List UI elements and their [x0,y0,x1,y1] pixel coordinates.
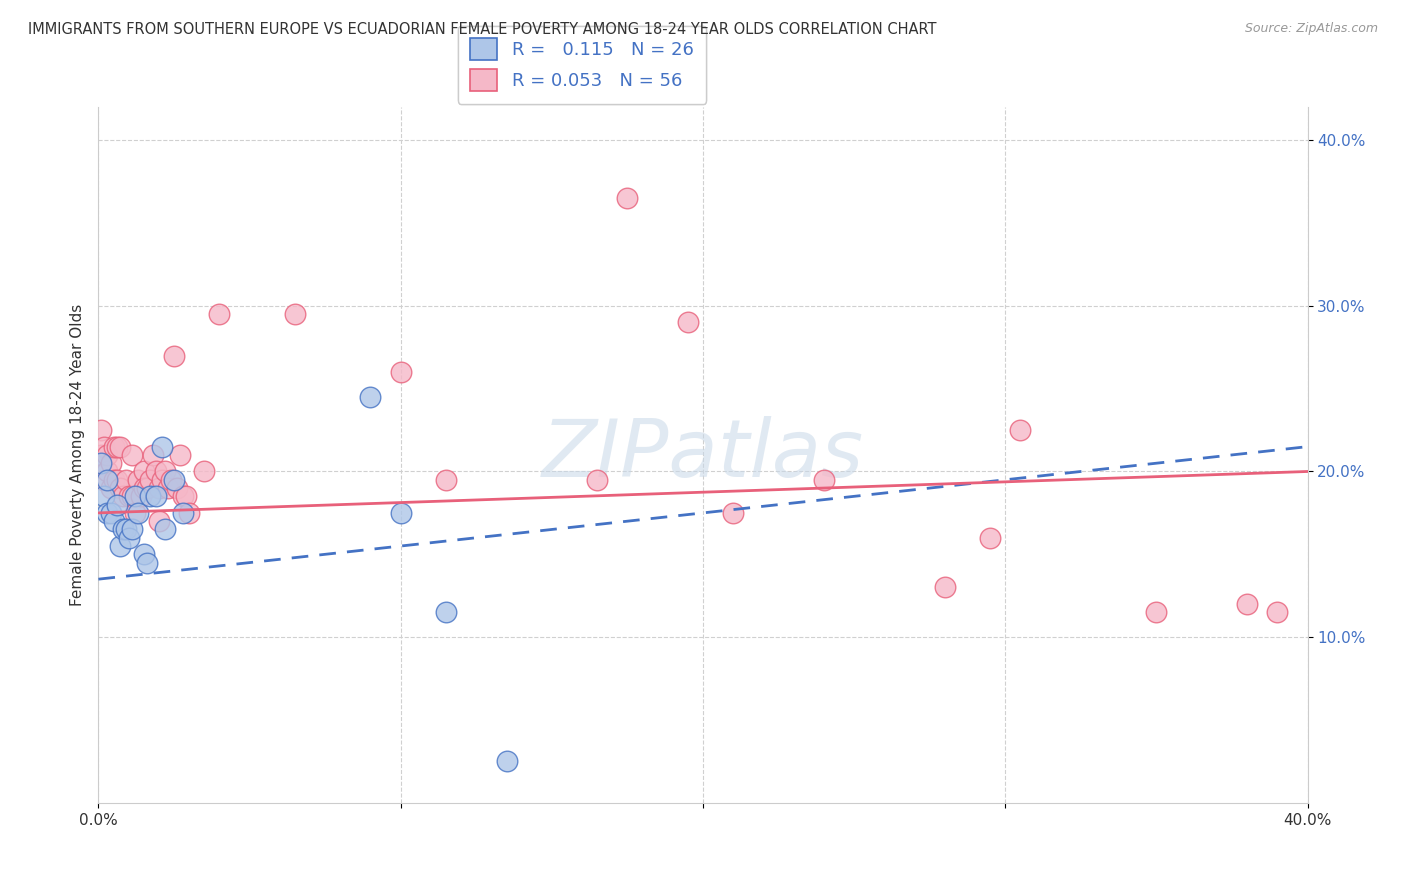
Point [360,390,382,404]
Point [1144,605,1167,619]
Point [169,448,191,462]
Point [135,556,157,570]
Point [96,506,118,520]
Text: Source: ZipAtlas.com: Source: ZipAtlas.com [1244,22,1378,36]
Point [108,481,131,495]
Point [93,489,115,503]
Point [434,473,457,487]
Point [179,506,201,520]
Point [93,473,115,487]
Point [118,531,141,545]
Point [96,465,118,479]
Point [148,514,170,528]
Point [132,547,155,561]
Point [434,605,457,619]
Point [100,481,122,495]
Point [676,315,699,329]
Point [121,523,143,537]
Point [139,473,162,487]
Point [616,191,638,205]
Text: ZIPatlas: ZIPatlas [541,416,865,494]
Point [111,523,134,537]
Point [127,506,149,520]
Point [118,489,141,503]
Point [139,489,162,503]
Point [96,473,118,487]
Point [979,531,1001,545]
Point [813,473,835,487]
Point [166,481,188,495]
Point [124,506,146,520]
Point [90,448,112,462]
Point [150,440,173,454]
Point [153,523,176,537]
Point [100,506,122,520]
Point [1236,597,1258,611]
Point [93,440,115,454]
Point [132,481,155,495]
Point [156,481,179,495]
Point [103,514,125,528]
Point [100,456,122,470]
Point [163,349,186,363]
Point [105,473,128,487]
Point [1267,605,1289,619]
Point [934,581,956,595]
Point [150,473,173,487]
Point [129,489,152,503]
Point [114,523,136,537]
Point [142,448,165,462]
Point [174,489,197,503]
Point [172,489,194,503]
Point [108,539,131,553]
Point [163,473,186,487]
Point [121,489,143,503]
Text: IMMIGRANTS FROM SOUTHERN EUROPE VS ECUADORIAN FEMALE POVERTY AMONG 18-24 YEAR OL: IMMIGRANTS FROM SOUTHERN EUROPE VS ECUAD… [28,22,936,37]
Point [132,465,155,479]
Point [114,473,136,487]
Point [90,456,112,470]
Point [160,473,183,487]
Y-axis label: Female Poverty Among 18-24 Year Olds: Female Poverty Among 18-24 Year Olds [69,304,84,606]
Point [172,506,194,520]
Point [284,307,307,321]
Point [124,489,146,503]
Point [145,465,167,479]
Point [389,506,412,520]
Point [145,489,167,503]
Point [723,506,745,520]
Point [389,365,412,379]
Point [105,440,128,454]
Point [111,489,134,503]
Point [127,473,149,487]
Point [90,423,112,437]
Point [135,481,157,495]
Point [108,440,131,454]
Point [495,755,517,769]
Point [121,448,143,462]
Point [148,481,170,495]
Point [193,465,215,479]
Point [103,440,125,454]
Point [153,465,176,479]
Legend: R =   0.115   N = 26, R = 0.053   N = 56: R = 0.115 N = 26, R = 0.053 N = 56 [458,26,706,104]
Point [208,307,231,321]
Point [1010,423,1032,437]
Point [586,473,609,487]
Point [96,448,118,462]
Point [103,473,125,487]
Point [105,498,128,512]
